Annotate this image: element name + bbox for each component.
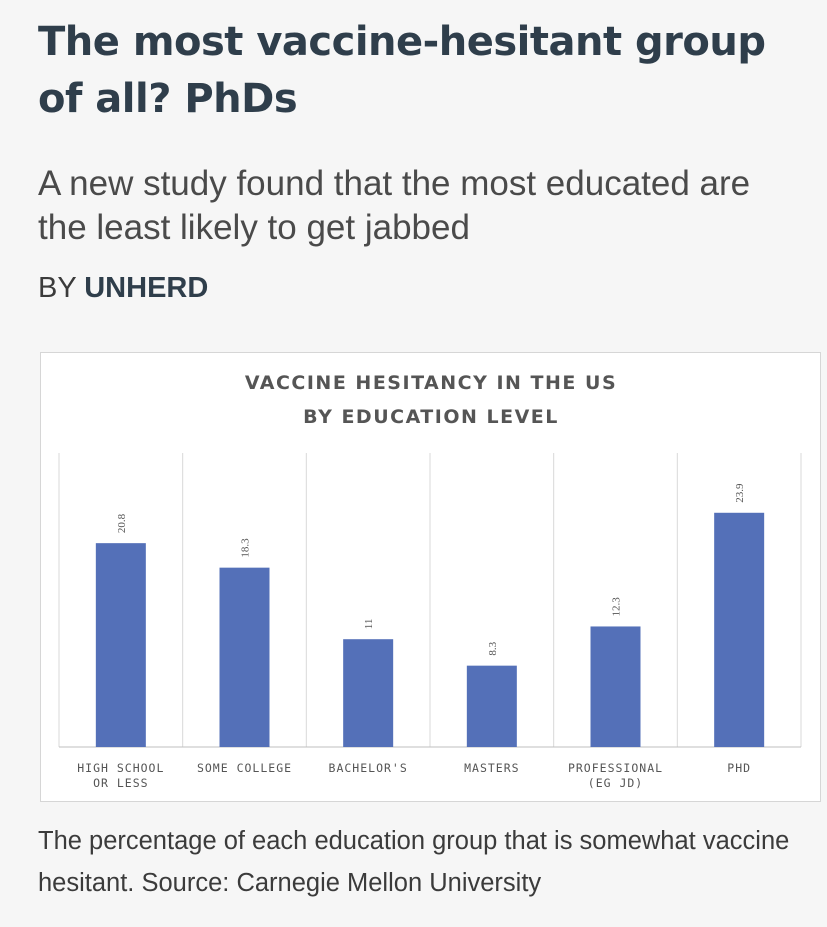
x-tick-label: OR LESS [93,776,148,790]
x-tick-label: HIGH SCHOOL [77,761,164,775]
chart-title-line: VACCINE HESITANCY IN THE US [245,372,617,394]
data-label: 12.3 [611,597,623,617]
chart-card: VACCINE HESITANCY IN THE US BY EDUCATION … [40,352,821,802]
x-tick-label: SOME COLLEGE [197,761,292,775]
x-tick-label: (EG JD) [588,776,643,790]
x-tick-label: BACHELOR'S [329,761,408,775]
chart-title-line: BY EDUCATION LEVEL [303,406,559,428]
x-tick-label: MASTERS [464,761,519,775]
bar [466,665,517,747]
data-label: 11 [363,619,375,630]
data-label: 20.8 [116,513,128,533]
byline-prefix: BY [38,272,77,304]
bar [95,543,146,747]
article-headline: The most vaccine-hesitant group of all? … [38,19,766,122]
byline: BY UNHERD [38,270,208,306]
x-tick-label: PHD [727,761,751,775]
article-subheadline: A new study found that the most educated… [38,164,751,247]
bar [343,639,394,747]
byline-author[interactable]: UNHERD [84,272,209,304]
bar [714,512,765,747]
bar [590,626,641,747]
chart-caption: The percentage of each education group t… [38,827,790,897]
data-label: 23.9 [734,483,746,503]
bar [219,567,270,747]
bar-chart: VACCINE HESITANCY IN THE US BY EDUCATION … [58,372,802,790]
x-tick-label: PROFESSIONAL [568,761,663,775]
data-label: 8.3 [487,641,499,655]
data-label: 18.3 [240,538,252,558]
